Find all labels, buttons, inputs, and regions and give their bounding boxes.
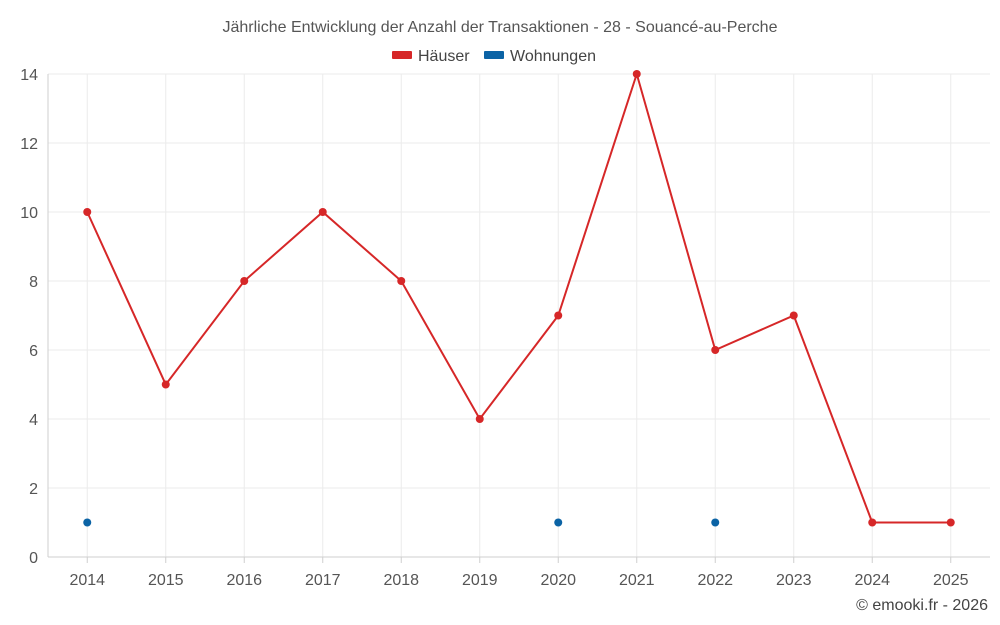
data-point-haeuser-2020[interactable] [554, 311, 563, 320]
series-line-haeuser [86, 70, 951, 524]
legend-label-haeuser[interactable]: Häuser [418, 48, 470, 65]
data-point-haeuser-2015[interactable] [161, 380, 170, 389]
x-axis-ticks: 2014 2015 2016 2017 2018 2019 2020 2021 2022 2023… [69, 572, 968, 589]
data-point-wohnungen-2022[interactable] [711, 518, 720, 527]
x-tick-label-2024: 2024 [854, 572, 890, 589]
x-tick-label-2021: 2021 [619, 572, 655, 589]
y-tick-label-10: 10 [20, 205, 38, 222]
legend-label-wohnungen[interactable]: Wohnungen [510, 48, 596, 65]
y-tick-label-2: 2 [29, 481, 38, 498]
x-tick-label-2020: 2020 [540, 572, 576, 589]
credit-text: © emooki.fr - 2026 [856, 597, 988, 614]
data-point-haeuser-2019[interactable] [475, 415, 484, 423]
data-point-haeuser-2016[interactable] [240, 277, 249, 285]
series-layer [83, 70, 955, 527]
y-tick-label-8: 8 [29, 274, 38, 291]
x-tick-label-2018: 2018 [383, 572, 419, 589]
y-tick-label-4: 4 [29, 412, 38, 429]
y-tick-label-12: 12 [20, 136, 38, 153]
legend: Häuser Wohnungen [392, 48, 596, 65]
data-point-haeuser-2024[interactable] [868, 518, 877, 527]
data-point-haeuser-2022[interactable] [711, 346, 720, 354]
data-point-wohnungen-2020[interactable] [554, 518, 563, 527]
data-point-haeuser-2023[interactable] [789, 311, 798, 320]
x-tick-label-2019: 2019 [462, 572, 498, 589]
grid [47, 73, 990, 563]
x-tick-label-2016: 2016 [226, 572, 262, 589]
y-tick-label-6: 6 [29, 343, 38, 360]
x-tick-label-2015: 2015 [148, 572, 184, 589]
chart-title: Jährliche Entwicklung der Anzahl der Tra… [223, 19, 778, 36]
y-axis-ticks: 0 2 4 6 8 10 12 14 [20, 67, 38, 567]
y-tick-label-0: 0 [29, 550, 38, 567]
x-tick-label-2017: 2017 [305, 572, 341, 589]
data-point-haeuser-2018[interactable] [397, 277, 406, 285]
data-point-haeuser-2014[interactable] [83, 208, 92, 216]
data-point-haeuser-2021[interactable] [632, 70, 641, 78]
x-tick-label-2022: 2022 [697, 572, 733, 589]
data-point-haeuser-2017[interactable] [318, 208, 327, 216]
x-tick-label-2025: 2025 [933, 572, 969, 589]
x-tick-label-2023: 2023 [776, 572, 812, 589]
y-tick-label-14: 14 [20, 67, 38, 84]
legend-swatch-haeuser [392, 51, 412, 59]
x-tick-label-2014: 2014 [69, 572, 105, 589]
legend-swatch-wohnungen [484, 51, 504, 59]
data-point-haeuser-2025[interactable] [946, 518, 955, 527]
data-point-wohnungen-2014[interactable] [83, 518, 92, 527]
